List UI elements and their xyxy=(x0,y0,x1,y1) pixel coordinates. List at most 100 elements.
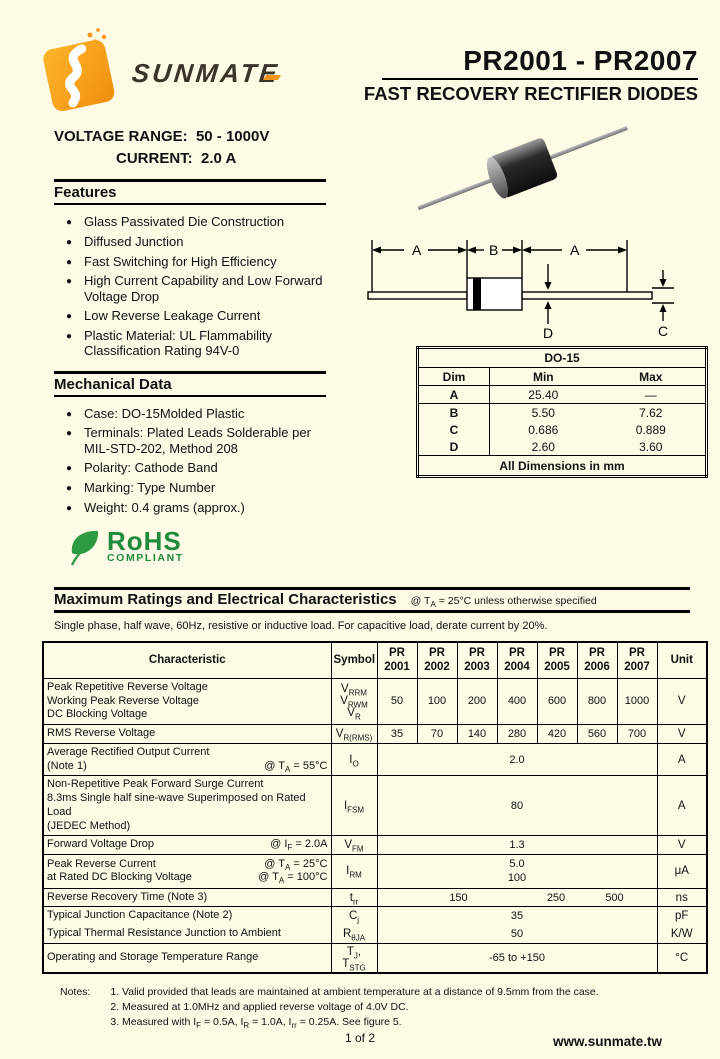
voltage-range-label: VOLTAGE RANGE: xyxy=(54,128,188,145)
model-line2: 2005 xyxy=(544,660,570,673)
test-condition: @ IF = 2.0A xyxy=(270,838,328,853)
table-row: Operating and Storage Temperature Range … xyxy=(42,942,708,974)
model-line1: PR xyxy=(429,647,445,660)
rohs-badge: RoHS COMPLIANT xyxy=(68,527,326,567)
rohs-leaf-icon xyxy=(70,531,99,566)
rohs-compliant: COMPLIANT xyxy=(107,552,184,565)
part-number-title: PR2001 - PR2007 xyxy=(463,45,698,76)
value-cell: 35 xyxy=(376,724,418,744)
characteristic-line: (JEDEC Method) xyxy=(47,819,131,832)
value-cell: 50 xyxy=(376,925,658,944)
symbol-cell: Cj xyxy=(330,906,378,926)
bullet-icon xyxy=(54,460,84,476)
max-cell: 0.889 xyxy=(635,422,666,437)
mechanical-text: Case: DO-15Molded Plastic xyxy=(84,405,245,421)
value-cell: 200 xyxy=(456,677,498,726)
do15-dimensions-table: DO-15 Dim Min Max A 25.40 — B 5.50 7.62 … xyxy=(416,346,708,478)
dim-label-d: D xyxy=(543,325,553,341)
symbol-cell: IO xyxy=(330,742,378,777)
list-item: Diffused Junction xyxy=(54,234,326,250)
characteristic-cell: Average Rectified Output Current (Note 1… xyxy=(42,742,332,777)
characteristic-line: 8.3ms Single half sine-wave Superimposed… xyxy=(47,792,306,818)
value-cell: 70 xyxy=(416,724,458,744)
min-cell: 0.686 xyxy=(528,422,559,437)
value-cell: 100 xyxy=(416,677,458,726)
characteristic-cell: Non-Repetitive Peak Forward Surge Curren… xyxy=(42,775,332,837)
upper-content: VOLTAGE RANGE: 50 - 1000V CURRENT: 2.0 A… xyxy=(0,114,720,567)
column-header: PR 2007 xyxy=(616,641,658,679)
model-line1: PR xyxy=(589,647,605,660)
value-cell: -65 to +150 xyxy=(376,942,658,974)
list-item: Fast Switching for High Efficiency xyxy=(54,254,326,270)
list-item: Plastic Material: UL Flammability Classi… xyxy=(54,328,326,359)
right-column: A B A D C DO-15 Dim Min Max A 25.40 — B … xyxy=(336,118,714,567)
symbol: VRRM xyxy=(341,683,367,698)
bullet-icon xyxy=(54,406,84,422)
brand-wordmark: SUNMATE xyxy=(130,57,282,88)
note-item: 1. Valid provided that leads are maintai… xyxy=(110,985,599,998)
unit-cell: ns xyxy=(656,887,708,908)
table-row: RMS Reverse Voltage VR(RMS) 35 70 140 28… xyxy=(42,724,708,744)
unit-cell: V xyxy=(656,724,708,744)
characteristic-label: Peak Reverse Current xyxy=(47,857,156,870)
characteristic-cell: Peak Repetitive Reverse Voltage Working … xyxy=(42,677,332,726)
list-item: Terminals: Plated Leads Solderable per M… xyxy=(54,425,326,456)
characteristic-cell: Forward Voltage Drop @ IF = 2.0A xyxy=(42,835,332,856)
characteristic-cell: Typical Junction Capacitance (Note 2) xyxy=(42,906,332,926)
symbol-cell: VFM xyxy=(330,835,378,856)
feature-text: High Current Capability and Low Forward … xyxy=(84,273,323,304)
mechanical-text: Marking: Type Number xyxy=(84,479,216,495)
brand-logo: SUNMATE xyxy=(34,22,282,114)
symbol-cell: RθJA xyxy=(330,925,378,944)
column-header: PR 2001 xyxy=(376,641,418,679)
symbol-cell: IRM xyxy=(330,854,378,889)
rohs-name: RoHS xyxy=(107,526,182,557)
product-subtitle: FAST RECOVERY RECTIFIER DIODES xyxy=(363,83,698,105)
value-cell: 280 xyxy=(496,724,538,744)
mechanical-heading: Mechanical Data xyxy=(54,370,326,397)
dim-cell: D xyxy=(417,438,490,456)
current-line: CURRENT: 2.0 A xyxy=(54,150,326,167)
page-footer: 1 of 2 www.sunmate.tw xyxy=(0,1031,720,1059)
value-cell: 50 xyxy=(376,677,418,726)
characteristic-line: Non-Repetitive Peak Forward Surge Curren… xyxy=(47,778,264,791)
characteristic-cell: Peak Reverse Current @ TA = 25°C at Rate… xyxy=(42,854,332,889)
bullet-icon xyxy=(54,328,84,359)
value-cell: 800 xyxy=(576,677,618,726)
model-line2: 2004 xyxy=(504,660,530,673)
bullet-icon xyxy=(54,308,84,324)
column-header: Dim xyxy=(417,367,490,386)
table-row: Dim Min Max xyxy=(417,367,707,386)
unit-cell: pF xyxy=(656,906,708,926)
test-condition: @ TA = 55°C xyxy=(264,759,328,774)
feature-text: Glass Passivated Die Construction xyxy=(84,214,285,229)
max-cell: — xyxy=(596,385,707,404)
symbol-cell: VR(RMS) xyxy=(330,724,378,744)
model-line1: PR xyxy=(469,647,485,660)
dim-label-a-left: A xyxy=(412,242,422,258)
characteristic-cell: Typical Thermal Resistance Junction to A… xyxy=(42,925,332,944)
model-line1: PR xyxy=(509,647,525,660)
bullet-icon xyxy=(54,273,84,304)
dim-label-b: B xyxy=(489,242,498,258)
table-row: Typical Thermal Resistance Junction to A… xyxy=(42,925,708,944)
characteristic-line: DC Blocking Voltage xyxy=(47,708,148,721)
column-header: Symbol xyxy=(330,641,378,679)
value-cell: 140 xyxy=(456,724,498,744)
voltage-range-value: 50 - 1000V xyxy=(195,128,270,145)
value-cell: 400 xyxy=(496,677,538,726)
sunmate-logo-icon xyxy=(43,28,115,112)
table-row: Peak Repetitive Reverse Voltage Working … xyxy=(42,677,708,726)
model-line2: 2006 xyxy=(584,660,610,673)
mechanical-list: Case: DO-15Molded Plastic Terminals: Pla… xyxy=(54,406,326,516)
table-row: A 25.40 — xyxy=(417,385,707,404)
table-row: All Dimensions in mm xyxy=(417,455,707,477)
unit-cell: °C xyxy=(656,942,708,974)
website-url: www.sunmate.tw xyxy=(552,1033,662,1049)
unit-cell: A xyxy=(656,775,708,837)
bullet-icon xyxy=(54,480,84,496)
notes-label: Notes: xyxy=(60,985,91,998)
characteristic-line: Forward Voltage Drop @ IF = 2.0A xyxy=(47,838,328,852)
dim-cell: B xyxy=(417,403,490,421)
bullet-icon xyxy=(54,254,84,270)
